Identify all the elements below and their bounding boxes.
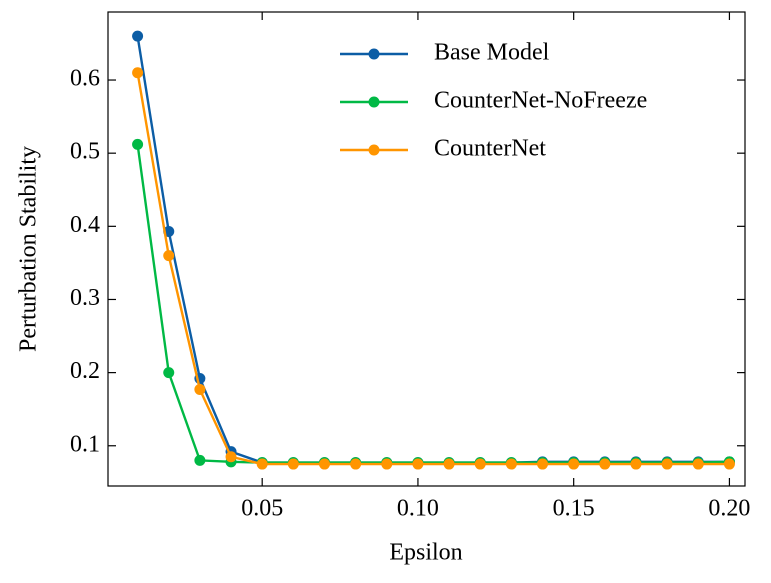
data-point — [256, 458, 268, 470]
data-point — [194, 454, 206, 466]
legend-marker — [368, 144, 380, 156]
y-tick-label: 0.4 — [70, 212, 100, 238]
data-point — [661, 458, 673, 470]
series-line — [136, 144, 730, 464]
data-point — [318, 458, 330, 470]
data-point — [723, 458, 735, 470]
data-point — [194, 383, 206, 395]
plot-frame — [107, 11, 746, 487]
data-point — [381, 458, 393, 470]
data-point — [132, 138, 144, 150]
data-point — [568, 458, 580, 470]
data-point — [599, 458, 611, 470]
y-tick-label: 0.1 — [70, 431, 100, 457]
data-point — [132, 30, 144, 42]
legend-label: Base Model — [434, 40, 550, 66]
x-tick-label: 0.05 — [241, 496, 283, 522]
legend-marker — [368, 48, 380, 60]
data-point — [537, 458, 549, 470]
x-tick-label: 0.20 — [708, 496, 750, 522]
legend-label: CounterNet-NoFreeze — [434, 88, 647, 114]
x-tick-label: 0.10 — [397, 496, 439, 522]
data-point — [287, 458, 299, 470]
data-point — [692, 458, 704, 470]
series-line — [136, 72, 730, 466]
y-tick-label: 0.3 — [70, 285, 100, 311]
y-tick-label: 0.2 — [70, 358, 100, 384]
x-axis-label: Epsilon — [389, 540, 462, 566]
data-point — [474, 458, 486, 470]
legend-label: CounterNet — [434, 136, 546, 162]
data-point — [412, 458, 424, 470]
data-point — [630, 458, 642, 470]
y-axis-label: Perturbation Stability — [16, 146, 42, 352]
legend-marker — [368, 96, 380, 108]
data-point — [350, 458, 362, 470]
data-point — [132, 67, 144, 79]
y-tick-label: 0.6 — [70, 66, 100, 92]
x-tick-label: 0.15 — [553, 496, 595, 522]
y-tick-label: 0.5 — [70, 139, 100, 165]
data-point — [443, 458, 455, 470]
data-point — [505, 458, 517, 470]
data-point — [163, 250, 175, 262]
data-point — [225, 451, 237, 463]
data-point — [163, 367, 175, 379]
